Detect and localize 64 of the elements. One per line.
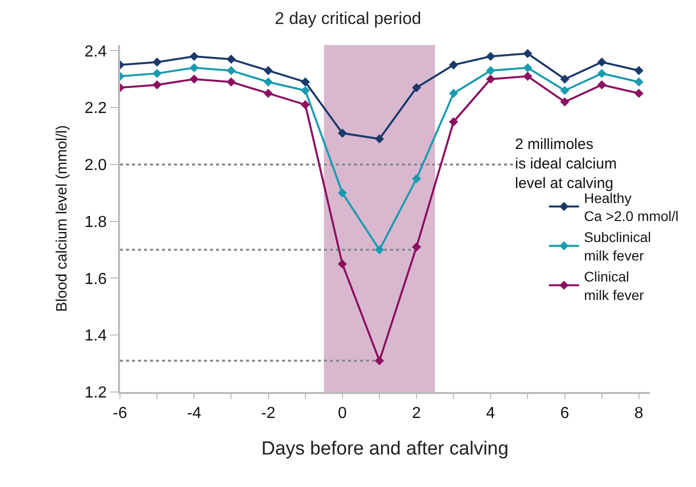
x-tick-label: 0 — [338, 405, 347, 422]
x-axis-title: Days before and after calving — [261, 438, 509, 460]
ref-line-label: 2 millimoles is ideal calcium level at calving — [515, 136, 617, 192]
y-tick-label: 1.4 — [84, 328, 107, 345]
point — [152, 58, 162, 67]
chart-title: 2 day critical period — [274, 9, 422, 28]
legend-label: Healthy Ca >2.0 mmol/l — [584, 190, 679, 224]
x-tick-label: 4 — [486, 405, 496, 422]
y-tick-label: 1.8 — [84, 214, 107, 231]
point — [523, 63, 532, 72]
point — [486, 52, 496, 61]
y-tick-label: 1.2 — [84, 384, 107, 402]
y-tick-label: 1.6 — [84, 270, 107, 288]
point — [597, 58, 606, 67]
x-tick-label: -2 — [261, 405, 276, 422]
point — [560, 86, 570, 96]
point — [264, 88, 273, 98]
point — [374, 134, 384, 144]
point — [523, 48, 532, 58]
point — [338, 128, 347, 138]
point — [226, 77, 236, 87]
point — [486, 66, 496, 76]
point — [300, 86, 310, 96]
point — [597, 80, 606, 90]
point — [449, 60, 458, 70]
point — [560, 97, 570, 106]
point — [449, 88, 458, 98]
x-tick-label: 8 — [634, 405, 644, 422]
point — [190, 52, 199, 61]
point — [190, 63, 199, 72]
x-tick-label: 2 — [412, 405, 422, 422]
point — [300, 100, 310, 110]
point — [300, 77, 310, 87]
y-tick-label: 2.4 — [84, 43, 107, 60]
y-tick-label: 2.0 — [84, 157, 107, 174]
point — [190, 74, 199, 84]
x-tick-label: -4 — [187, 405, 202, 422]
x-tick-label: -6 — [112, 405, 128, 422]
point — [449, 117, 458, 126]
point — [374, 245, 384, 254]
legend-label: Subclinical milk fever — [584, 229, 651, 264]
point — [412, 83, 422, 92]
point — [560, 74, 570, 84]
point — [523, 72, 532, 81]
point — [412, 174, 422, 184]
y-tick-label: 2.2 — [84, 100, 107, 118]
point — [152, 80, 162, 90]
point — [374, 356, 384, 366]
point — [264, 77, 273, 87]
point — [264, 66, 273, 76]
y-axis-title: Blood calcium level (mmol/l) — [53, 125, 70, 312]
legend-label: Clinical milk fever — [584, 268, 644, 303]
x-tick-label: 6 — [560, 405, 570, 422]
point — [634, 66, 644, 76]
point — [486, 74, 496, 84]
point — [597, 68, 606, 78]
point — [634, 77, 644, 87]
point — [152, 68, 162, 78]
point — [338, 259, 347, 269]
point — [412, 242, 422, 252]
point — [634, 88, 644, 98]
point — [226, 66, 236, 76]
point — [338, 188, 347, 198]
point — [226, 54, 236, 64]
